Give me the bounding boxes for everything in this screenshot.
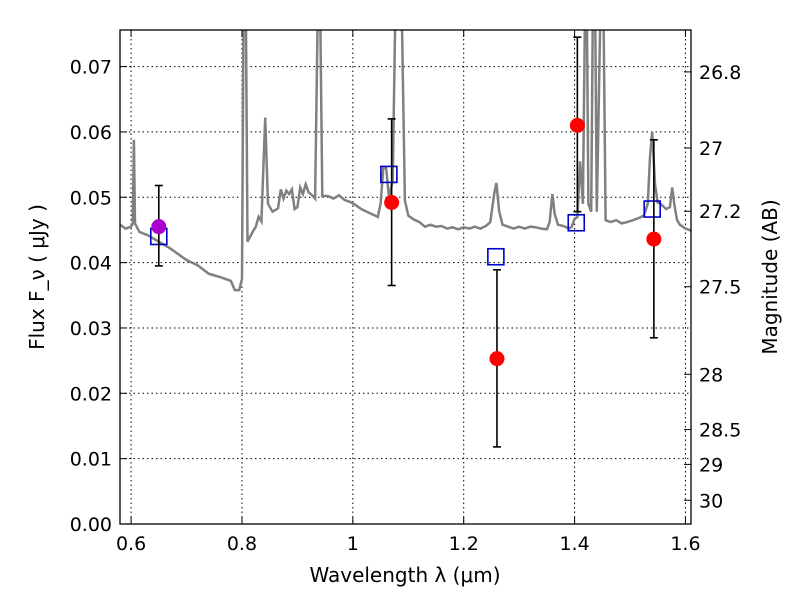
y-axis-label: Flux F_ν ( μJy ): [25, 204, 49, 350]
y-tick-label: 0.06: [70, 122, 112, 144]
x-tick-label: 0.8: [227, 533, 257, 555]
observed-point: [384, 195, 400, 211]
y-tick-label: 0.03: [70, 318, 112, 340]
model-band-marker: [567, 213, 586, 232]
y2-tick-label: 28: [699, 364, 723, 386]
model-band-marker: [380, 165, 398, 184]
observed-point: [151, 219, 167, 235]
y2-tick-label: 28.5: [699, 420, 741, 442]
y-axis-ticks: 0.00 0.01 0.02 0.03 0.04 0.05 0.06 0.07: [70, 57, 127, 536]
y2-tick-label: 26.8: [699, 62, 741, 84]
x-tick-label: 1.6: [670, 533, 700, 555]
plot-frame: [119, 29, 692, 525]
y-tick-label: 0.07: [70, 57, 112, 79]
x-tick-label: 1.4: [559, 533, 589, 555]
y2-axis-ticks: 26.8 27 27.2 27.5 28 28.5 29 30: [684, 62, 741, 512]
y-tick-label: 0.02: [70, 383, 112, 405]
y2-tick-label: 27.2: [699, 201, 741, 223]
model-band-marker: [487, 247, 505, 266]
x-axis-ticks: 0.6 0.8 1 1.2 1.4 1.6: [116, 30, 701, 555]
y2-tick-label: 27.5: [699, 277, 741, 299]
y-tick-label: 0.01: [70, 449, 112, 471]
observed-points: [151, 117, 662, 367]
model-band-marker: [643, 200, 661, 218]
y2-tick-label: 27: [699, 138, 723, 160]
y-tick-label: 0.04: [70, 253, 112, 275]
observed-point: [489, 351, 505, 367]
observed-point: [569, 117, 585, 133]
model-band-markers: [150, 165, 661, 266]
y2-axis-label: Magnitude (AB): [758, 199, 782, 354]
y-tick-label: 0.00: [70, 514, 112, 536]
x-tick-label: 1: [347, 533, 359, 555]
y2-tick-label: 30: [699, 490, 723, 512]
x-tick-label: 1.2: [449, 533, 479, 555]
y-tick-label: 0.05: [70, 187, 112, 209]
y2-tick-label: 29: [699, 454, 723, 476]
x-tick-label: 0.6: [116, 533, 146, 555]
model-spectrum-line: [120, 30, 691, 292]
x-axis-label: Wavelength λ (μm): [309, 563, 500, 587]
model-spectrum-layer: [120, 30, 691, 292]
observed-point: [646, 231, 662, 247]
